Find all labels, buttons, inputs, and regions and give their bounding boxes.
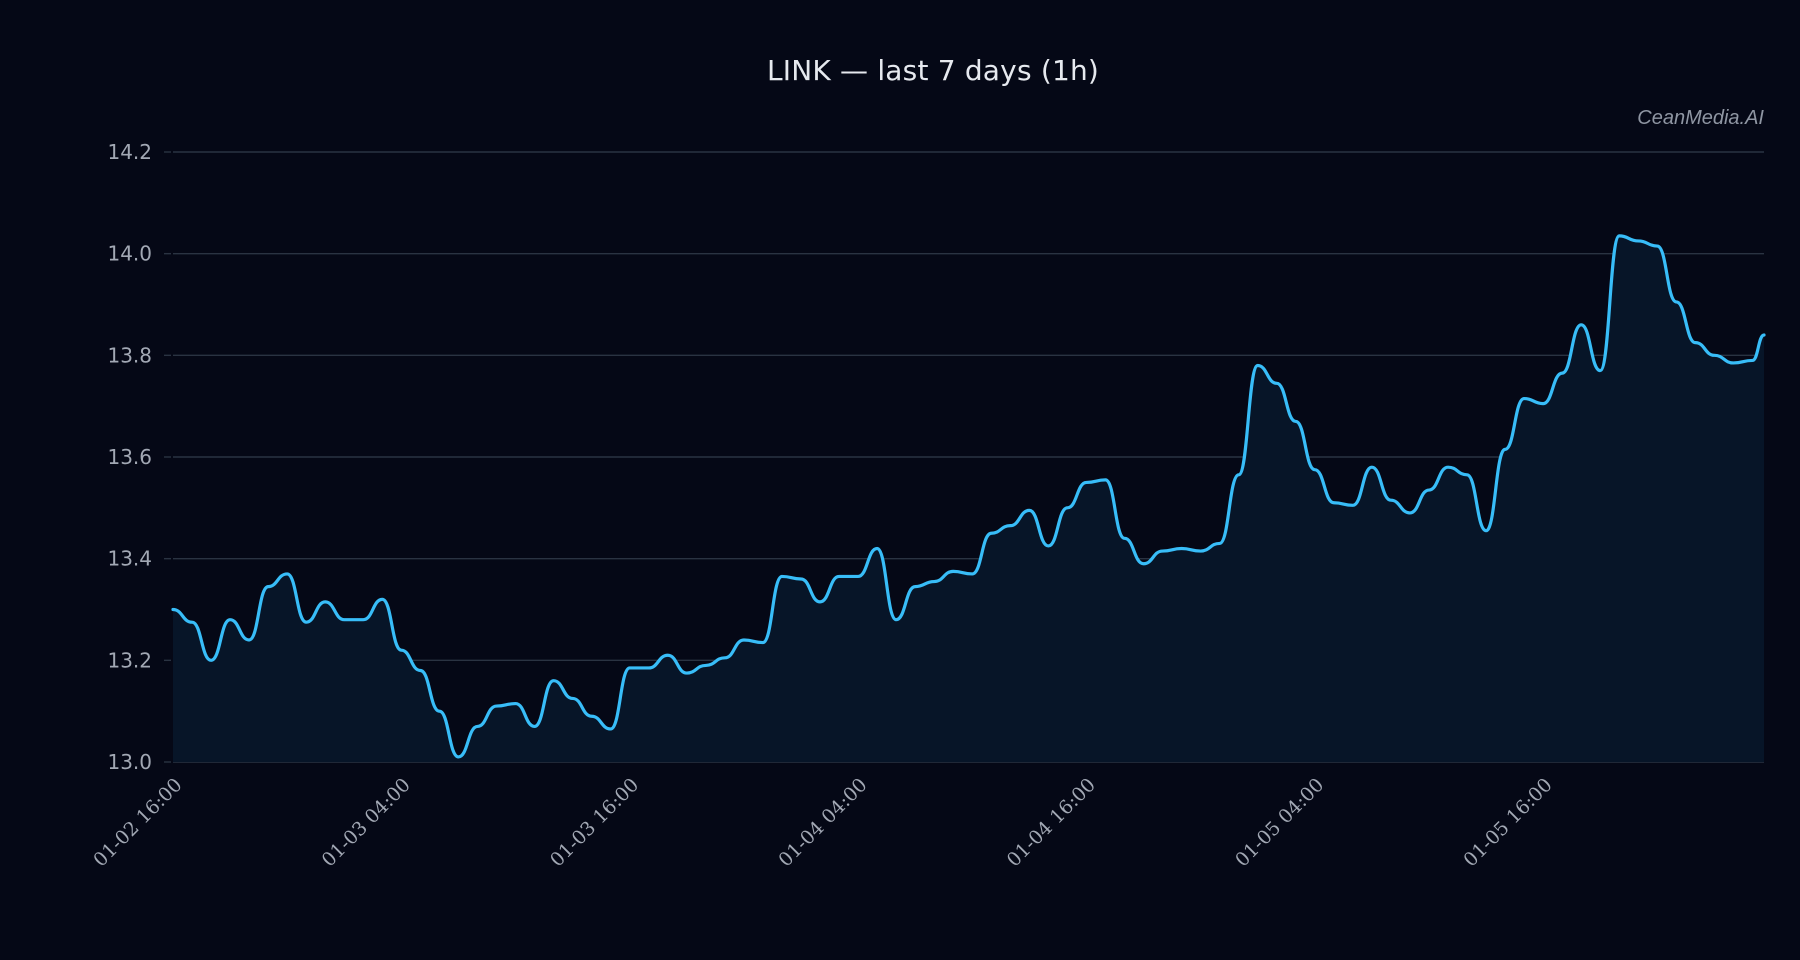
x-tick-label: 01-03 16:00 — [546, 774, 643, 871]
y-tick-label: 13.6 — [107, 445, 152, 469]
y-tick-label: 13.2 — [107, 648, 152, 672]
x-tick-label: 01-05 16:00 — [1459, 774, 1556, 871]
y-tick-label: 13.4 — [107, 547, 152, 571]
x-tick-label: 01-03 04:00 — [318, 774, 415, 871]
y-tick-label: 13.8 — [107, 343, 152, 367]
x-tick-label: 01-04 16:00 — [1003, 774, 1100, 871]
x-tick-label: 01-05 04:00 — [1231, 774, 1328, 871]
watermark: CeanMedia.AI — [1637, 107, 1764, 129]
x-tick-label: 01-04 04:00 — [774, 774, 871, 871]
y-tick-label: 13.0 — [107, 750, 152, 774]
price-area-fill — [173, 235, 1764, 762]
chart-title: LINK — last 7 days (1h) — [766, 54, 1100, 87]
price-line — [171, 234, 1766, 759]
y-axis: 13.0 13.2 13.4 13.6 13.8 14.0 14.2 — [107, 140, 152, 774]
x-tick-label: 01-02 16:00 — [89, 774, 186, 871]
y-tick-label: 14.2 — [107, 140, 152, 164]
y-tick-label: 14.0 — [107, 242, 152, 266]
x-axis: 01-02 16:00 01-03 04:00 01-03 16:00 01-04 0… — [89, 774, 1556, 871]
